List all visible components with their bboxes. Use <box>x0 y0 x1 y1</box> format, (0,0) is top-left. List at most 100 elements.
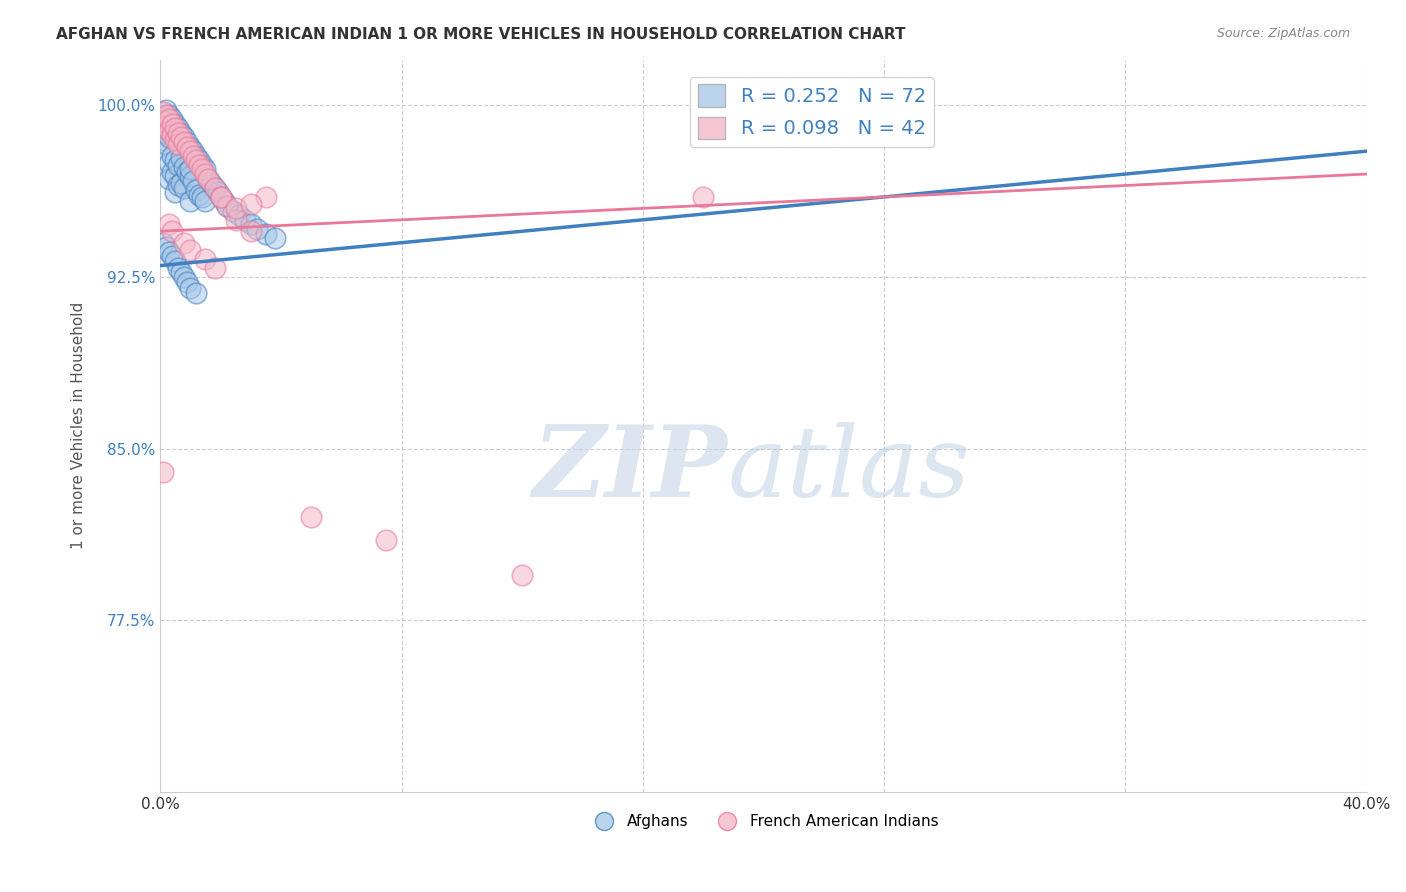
Point <box>167 121 190 136</box>
Text: AFGHAN VS FRENCH AMERICAN INDIAN 1 OR MORE VEHICLES IN HOUSEHOLD CORRELATION CHA: AFGHAN VS FRENCH AMERICAN INDIAN 1 OR MO… <box>56 27 905 42</box>
Point <box>179 144 201 158</box>
Point <box>197 171 219 186</box>
Point <box>162 128 184 142</box>
Point <box>186 149 208 163</box>
Point <box>188 153 211 168</box>
Point <box>173 270 195 285</box>
Point <box>191 158 214 172</box>
Point <box>152 133 174 147</box>
Point <box>183 149 205 163</box>
Point <box>152 110 174 124</box>
Point <box>510 567 533 582</box>
Text: ZIP: ZIP <box>533 422 727 518</box>
Legend: Afghans, French American Indians: Afghans, French American Indians <box>582 808 945 836</box>
Point <box>215 199 238 213</box>
Point <box>188 158 211 172</box>
Text: atlas: atlas <box>727 422 970 517</box>
Point <box>176 165 198 179</box>
Point <box>207 186 229 200</box>
Point <box>165 254 187 268</box>
Point <box>233 212 256 227</box>
Point <box>155 103 177 117</box>
Point <box>225 212 247 227</box>
Y-axis label: 1 or more Vehicles in Household: 1 or more Vehicles in Household <box>72 302 86 549</box>
Point <box>173 235 195 250</box>
Point <box>188 187 211 202</box>
Point <box>170 126 193 140</box>
Point <box>167 126 190 140</box>
Point <box>170 265 193 279</box>
Point <box>157 155 180 169</box>
Point <box>221 203 243 218</box>
Point <box>173 160 195 174</box>
Point <box>162 149 184 163</box>
Point <box>239 224 262 238</box>
Point <box>157 130 180 145</box>
Point <box>167 158 190 172</box>
Point <box>155 107 177 121</box>
Point <box>183 144 205 158</box>
Point <box>165 128 187 142</box>
Point <box>179 194 201 209</box>
Point <box>152 465 174 479</box>
Point <box>155 114 177 128</box>
Point <box>152 114 174 128</box>
Point <box>254 227 277 241</box>
Point <box>179 162 201 177</box>
Point <box>200 176 222 190</box>
Point <box>209 190 232 204</box>
Point <box>162 249 184 263</box>
Point <box>155 240 177 254</box>
Point <box>254 190 277 204</box>
Point <box>186 286 208 301</box>
Point <box>246 222 269 236</box>
Point <box>167 133 190 147</box>
Point <box>263 231 285 245</box>
Point <box>157 107 180 121</box>
Point <box>239 218 262 232</box>
Point <box>186 183 208 197</box>
Point <box>162 112 184 127</box>
Point <box>170 176 193 190</box>
Point <box>157 119 180 133</box>
Point <box>179 243 201 257</box>
Point <box>194 194 217 209</box>
Point <box>157 112 180 127</box>
Point <box>212 194 235 209</box>
Text: Source: ZipAtlas.com: Source: ZipAtlas.com <box>1216 27 1350 40</box>
Point <box>170 130 193 145</box>
Point <box>179 169 201 184</box>
Point <box>157 218 180 232</box>
Point <box>167 137 190 152</box>
Point <box>165 186 187 200</box>
Point <box>215 199 238 213</box>
Point <box>692 190 714 204</box>
Point <box>155 126 177 140</box>
Point <box>170 151 193 165</box>
Point <box>204 180 226 194</box>
Point <box>165 121 187 136</box>
Point <box>191 162 214 177</box>
Point <box>197 171 219 186</box>
Point <box>167 260 190 275</box>
Point <box>194 162 217 177</box>
Point <box>186 153 208 168</box>
Point <box>167 178 190 193</box>
Point <box>176 275 198 289</box>
Point <box>179 281 201 295</box>
Point <box>165 169 187 184</box>
Point <box>194 167 217 181</box>
Point <box>239 196 262 211</box>
Point <box>228 208 250 222</box>
Point <box>162 165 184 179</box>
Point <box>152 121 174 136</box>
Point <box>157 244 180 259</box>
Point <box>194 252 217 266</box>
Point <box>209 190 232 204</box>
Point <box>375 533 398 548</box>
Point <box>225 202 247 216</box>
Point <box>155 137 177 152</box>
Point <box>176 135 198 149</box>
Point <box>162 123 184 137</box>
Point <box>173 135 195 149</box>
